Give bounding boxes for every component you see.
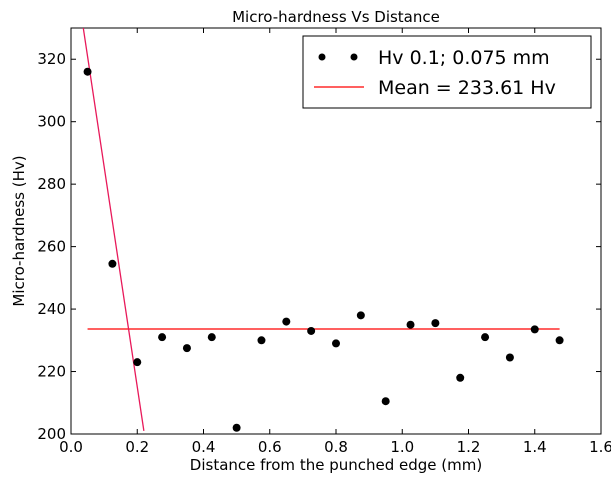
- chart-title: Micro-hardness Vs Distance: [232, 8, 440, 26]
- y-tick-label: 200: [37, 425, 66, 443]
- data-point: [182, 344, 191, 353]
- series-layer: [82, 28, 564, 432]
- y-tick-label: 280: [37, 175, 66, 193]
- y-axis-ticks: 200 220 240 260 280 300 320: [37, 50, 601, 443]
- data-point: [158, 333, 167, 342]
- legend: Hv 0.1; 0.075 mm Mean = 233.61 Hv: [302, 35, 592, 109]
- x-tick-label: 0.0: [59, 438, 83, 456]
- data-point: [257, 336, 266, 345]
- y-axis-label: Micro-hardness (Hv): [10, 155, 28, 306]
- data-point: [108, 259, 117, 268]
- legend-label: Hv 0.1; 0.075 mm: [378, 47, 550, 69]
- y-tick-label: 240: [37, 300, 66, 318]
- x-tick-label: 0.8: [324, 438, 348, 456]
- data-point: [456, 373, 465, 382]
- data-point: [481, 333, 490, 342]
- data-point: [381, 397, 390, 406]
- data-point: [83, 67, 92, 76]
- data-point: [133, 358, 142, 367]
- data-point: [406, 320, 415, 329]
- series-line: [82, 28, 145, 431]
- data-point: [307, 326, 316, 335]
- x-tick-label: 1.6: [589, 438, 611, 456]
- y-tick-label: 260: [37, 238, 66, 256]
- data-point: [431, 319, 440, 328]
- legend-marker: [318, 53, 326, 61]
- data-point: [282, 317, 291, 326]
- data-point: [356, 311, 365, 320]
- data-point: [555, 336, 564, 345]
- y-tick-label: 320: [37, 50, 66, 68]
- x-tick-label: 0.6: [258, 438, 282, 456]
- x-axis-ticks: 0.0 0.2 0.4 0.6 0.8 1.0 1.2 1.4 1.6: [59, 28, 611, 456]
- data-point: [207, 333, 216, 342]
- x-tick-label: 1.2: [457, 438, 481, 456]
- data-point: [232, 423, 241, 432]
- y-tick-label: 300: [37, 113, 66, 131]
- y-tick-label: 220: [37, 363, 66, 381]
- legend-marker: [350, 53, 358, 61]
- x-tick-label: 0.2: [125, 438, 149, 456]
- legend-label: Mean = 233.61 Hv: [378, 77, 556, 99]
- x-tick-label: 1.4: [523, 438, 547, 456]
- x-tick-label: 1.0: [390, 438, 414, 456]
- data-point: [332, 339, 340, 348]
- legend-box: [302, 35, 592, 109]
- data-point: [505, 353, 514, 362]
- x-axis-label: Distance from the punched edge (mm): [190, 456, 482, 474]
- x-tick-label: 0.4: [192, 438, 216, 456]
- data-point: [530, 325, 539, 334]
